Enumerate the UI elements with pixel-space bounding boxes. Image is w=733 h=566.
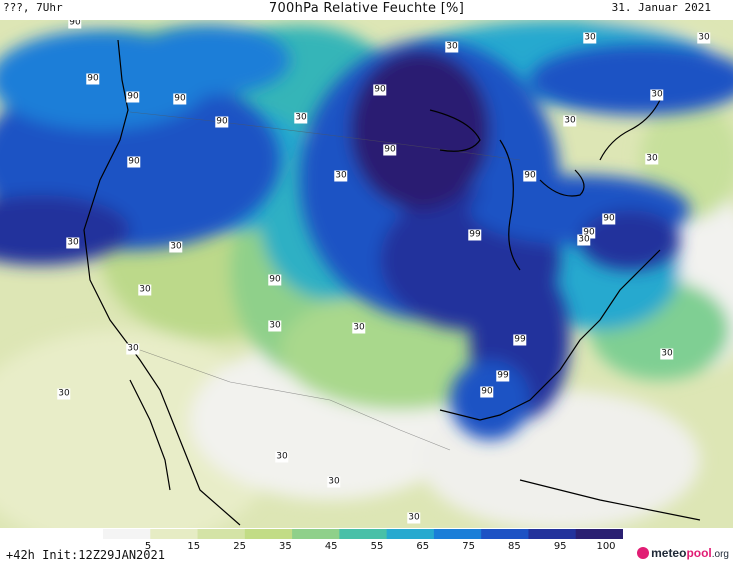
colorbar-swatch <box>433 529 482 539</box>
contour-label: 90 <box>582 227 596 239</box>
map-footer: 5 15 25 35 45 55 65 75 85 95 100 +42h Init:12Z29JA… <box>0 528 733 566</box>
contour-label: 30 <box>126 343 140 355</box>
colorbar-tick-label: 85 <box>508 541 521 552</box>
contour-label: 90 <box>602 213 616 225</box>
colorbar-swatch <box>339 529 388 539</box>
contour-label: 30 <box>334 170 348 182</box>
colorbar-tick-label: 35 <box>279 541 292 552</box>
border-lines <box>129 111 521 451</box>
colorbar-swatch <box>150 529 199 539</box>
colorbar <box>103 529 623 539</box>
map-title: 700hPa Relative Feuchte [%] <box>268 1 465 16</box>
colorbar-swatch <box>575 529 623 539</box>
contour-label: 90 <box>173 93 187 105</box>
contour-label: 30 <box>407 512 421 524</box>
humidity-field <box>0 20 733 528</box>
colorbar-swatch <box>481 529 529 539</box>
colorbar-tick-label: 25 <box>233 541 246 552</box>
contour-label: 90 <box>480 386 494 398</box>
colorbar-swatch <box>103 529 151 539</box>
contour-label: 90 <box>68 20 82 29</box>
colorbar-ticks: 5 15 25 35 45 55 65 75 85 95 100 <box>0 541 733 553</box>
colorbar-swatch <box>244 529 293 539</box>
colorbar-swatch <box>386 529 435 539</box>
contour-label: 30 <box>660 348 674 360</box>
contour-label: 90 <box>383 144 397 156</box>
contour-label: 30 <box>650 89 664 101</box>
colorbar-tick-label: 5 <box>144 541 152 552</box>
valid-date: 31. Januar 2021 <box>611 1 711 14</box>
contour-label: 30 <box>294 112 308 124</box>
contour-label: 30 <box>327 476 341 488</box>
colorbar-tick-label: 95 <box>553 541 567 552</box>
contour-label: 30 <box>66 237 80 249</box>
colorbar-tick-label: 65 <box>416 541 430 552</box>
contour-label: 30 <box>268 320 282 332</box>
map-header: ???, 7Uhr 700hPa Relative Feuchte [%] 31… <box>0 0 733 20</box>
contour-label: 90 <box>127 156 141 168</box>
coastlines <box>83 39 701 526</box>
colorbar-tick-label: 55 <box>370 541 384 552</box>
contour-label: 30 <box>563 115 577 127</box>
contour-label: 30 <box>169 241 183 253</box>
run-info: +42h Init:12Z29JAN2021 <box>6 548 165 562</box>
contour-label: 30 <box>583 32 597 44</box>
colorbar-tick-label: 75 <box>462 541 475 552</box>
contour-label: 30 <box>445 41 459 53</box>
contour-label: 90 <box>523 170 537 182</box>
colorbar-swatch <box>292 529 340 539</box>
contour-label: 30 <box>645 153 659 165</box>
contour-label: 30 <box>577 234 591 246</box>
colorbar-tick-label: 45 <box>324 541 338 552</box>
contour-label: 99 <box>468 229 482 241</box>
humidity-map: 90 90 90 90 90 90 90 90 90 90 90 99 90 9… <box>0 20 733 528</box>
contour-label: 30 <box>697 32 711 44</box>
contour-label: 90 <box>86 73 100 85</box>
colorbar-swatch <box>528 529 577 539</box>
contour-label: 90 <box>215 116 229 128</box>
meteopool-logo[interactable]: meteopool.org <box>637 546 729 560</box>
contour-label: 99 <box>513 334 527 346</box>
contour-label: 99 <box>496 370 510 382</box>
contour-label: 30 <box>138 284 152 296</box>
colorbar-swatch <box>197 529 246 539</box>
forecast-time-label: ???, 7Uhr <box>3 1 63 14</box>
colorbar-tick-label: 100 <box>596 541 616 552</box>
contour-label: 90 <box>268 274 282 286</box>
contour-label: 90 <box>373 84 387 96</box>
contour-label: 30 <box>275 451 289 463</box>
contour-label: 90 <box>126 91 140 103</box>
colorbar-tick-label: 15 <box>187 541 201 552</box>
contour-label: 30 <box>57 388 71 400</box>
contour-label: 30 <box>352 322 366 334</box>
logo-icon <box>637 547 650 559</box>
